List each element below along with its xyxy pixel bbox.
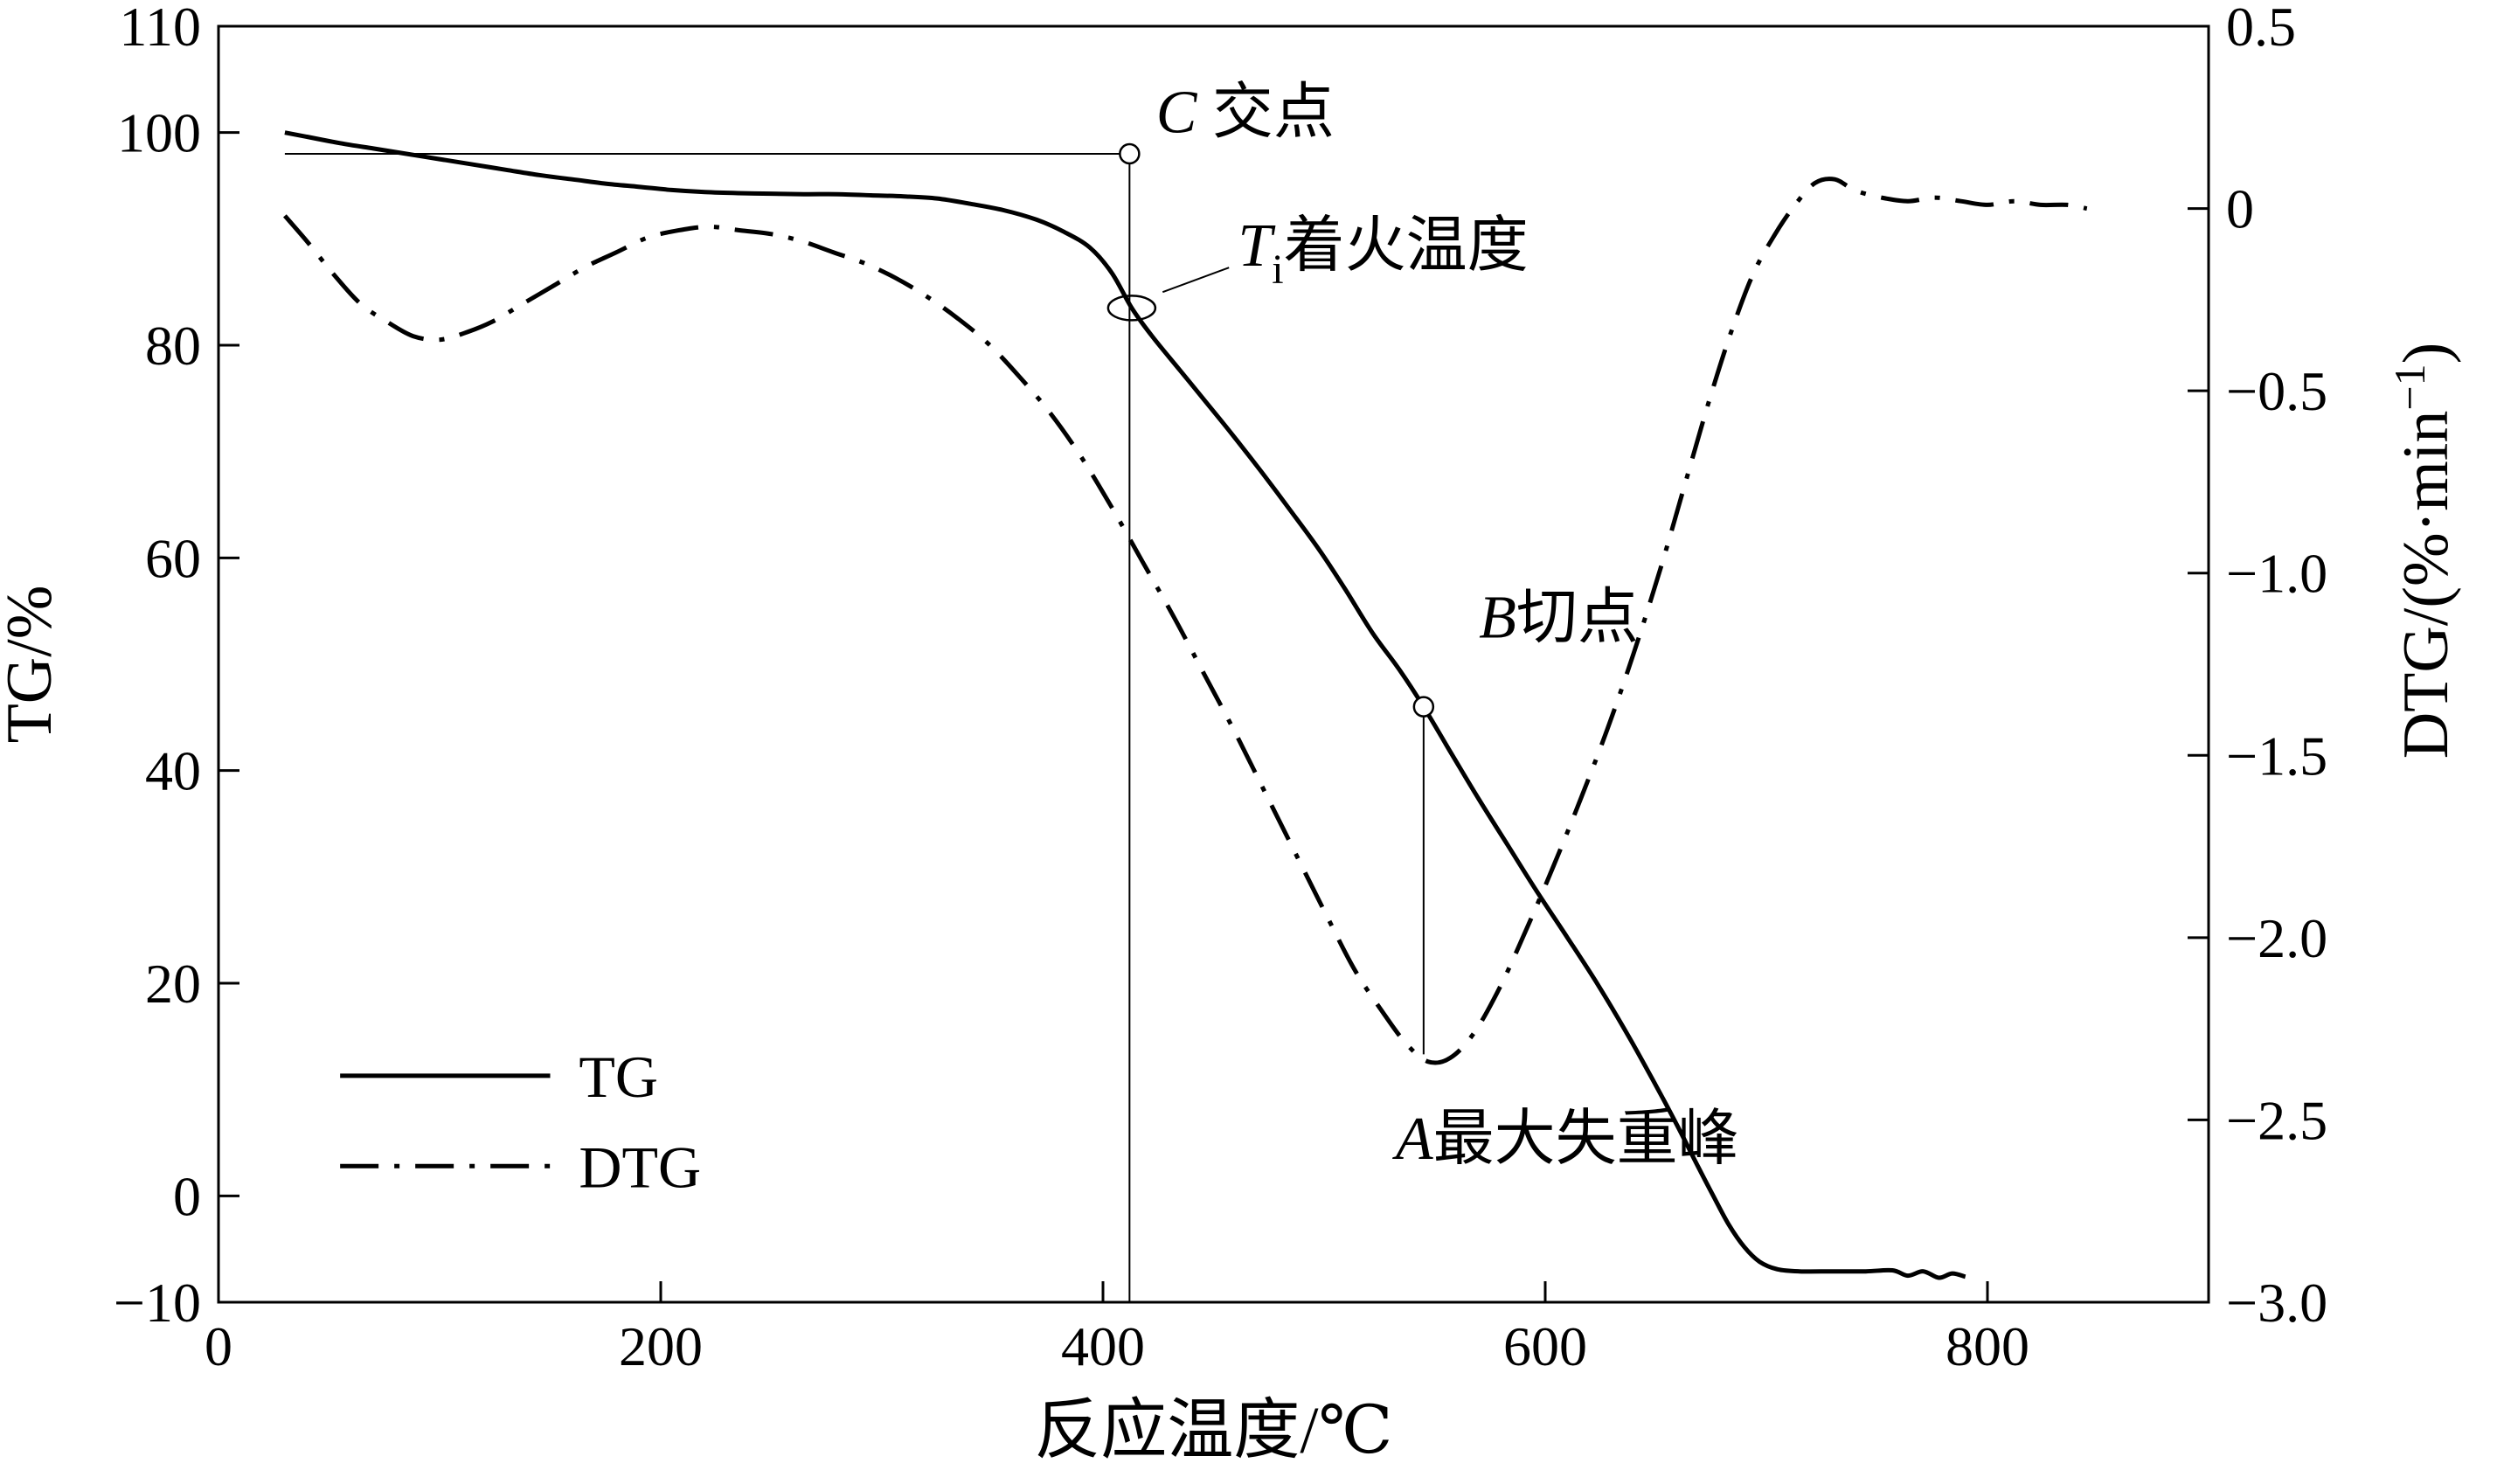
ignition-pointer-line [1162, 267, 1230, 294]
y-right-tick-label: 0 [2226, 178, 2254, 240]
y-left-tick-label: 60 [145, 527, 201, 589]
y-right-tick-label: 0.5 [2226, 0, 2296, 58]
y-left-tick-label: 100 [117, 102, 201, 164]
peak-a-label: A最大失重峰 [1392, 1106, 1739, 1173]
point-b-marker [1412, 696, 1435, 718]
legend-label-tg: TG [579, 1044, 658, 1110]
y-right-tick-label: −2.0 [2226, 907, 2327, 969]
point-c-label: C 交点 [1156, 80, 1335, 147]
ignition-label: Ti着火温度 [1238, 212, 1528, 293]
x-tick-label: 0 [205, 1315, 232, 1377]
y-left-axis-title: TG/% [0, 586, 66, 744]
y-left-tick-label: 20 [145, 953, 201, 1015]
tg-curve [284, 130, 1966, 1280]
dtg-curve [283, 177, 2088, 1065]
y-axis-left: 110 100 80 60 40 20 0 −10 [114, 0, 239, 1334]
legend: TG DTG [340, 1044, 701, 1200]
y-right-tick-label: −0.5 [2226, 360, 2327, 422]
plot-frame [217, 24, 2210, 1304]
y-axis-right: 0.5 0 −0.5 −1.0 −1.5 −2.0 −2.5 −3.0 [2188, 0, 2327, 1334]
y-left-tick-label: 40 [145, 740, 201, 802]
annotations: C 交点 Ti着火温度 B切点 A最大失重峰 [1156, 80, 1739, 1173]
x-tick-label: 600 [1503, 1315, 1587, 1377]
y-right-tick-label: −2.5 [2226, 1089, 2327, 1151]
y-right-tick-label: −1.0 [2226, 543, 2327, 605]
x-tick-label: 800 [1946, 1315, 2029, 1377]
markers [1106, 142, 1435, 718]
y-left-tick-label: 110 [119, 0, 201, 58]
y-left-tick-label: 0 [173, 1165, 201, 1227]
x-axis-title: 反应温度/℃ [1034, 1394, 1392, 1467]
point-b-label: B切点 [1479, 585, 1639, 652]
legend-label-dtg: DTG [579, 1134, 701, 1200]
y-left-tick-label: −10 [114, 1272, 201, 1334]
y-right-tick-label: −3.0 [2226, 1272, 2327, 1334]
x-tick-label: 400 [1061, 1315, 1145, 1377]
x-axis: 0 200 400 600 800 [205, 1281, 2029, 1377]
y-right-axis-title: DTG/(%·min−1) [2385, 343, 2462, 759]
ignition-ellipse [1106, 295, 1157, 322]
x-tick-label: 200 [619, 1315, 703, 1377]
y-right-tick-label: −1.5 [2226, 725, 2327, 787]
y-left-tick-label: 80 [145, 315, 201, 377]
guide-lines [284, 153, 1425, 1302]
point-c-marker [1119, 142, 1141, 165]
